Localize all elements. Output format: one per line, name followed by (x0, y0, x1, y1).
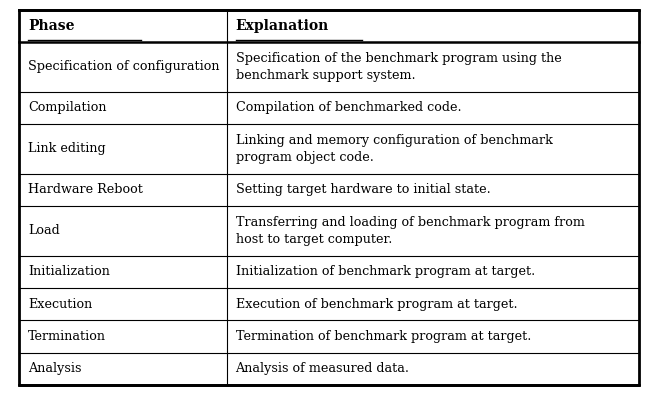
Text: Specification of configuration: Specification of configuration (28, 61, 219, 73)
Text: Specification of the benchmark program using the
benchmark support system.: Specification of the benchmark program u… (236, 52, 561, 82)
Text: Execution: Execution (28, 298, 92, 310)
Text: Initialization of benchmark program at target.: Initialization of benchmark program at t… (236, 265, 535, 278)
Text: Analysis of measured data.: Analysis of measured data. (236, 362, 410, 375)
Text: Compilation of benchmarked code.: Compilation of benchmarked code. (236, 101, 461, 114)
Text: Analysis: Analysis (28, 362, 81, 375)
Text: Link editing: Link editing (28, 142, 106, 155)
Text: Termination of benchmark program at target.: Termination of benchmark program at targ… (236, 330, 531, 343)
Text: Explanation: Explanation (236, 19, 329, 33)
Text: Setting target hardware to initial state.: Setting target hardware to initial state… (236, 183, 490, 196)
Text: Hardware Reboot: Hardware Reboot (28, 183, 143, 196)
Text: Transferring and loading of benchmark program from
host to target computer.: Transferring and loading of benchmark pr… (236, 215, 584, 246)
Text: Load: Load (28, 224, 60, 237)
Text: Execution of benchmark program at target.: Execution of benchmark program at target… (236, 298, 517, 310)
Text: Initialization: Initialization (28, 265, 110, 278)
Text: Compilation: Compilation (28, 101, 106, 114)
Text: Phase: Phase (28, 19, 75, 33)
Text: Linking and memory configuration of benchmark
program object code.: Linking and memory configuration of benc… (236, 134, 552, 164)
Text: Termination: Termination (28, 330, 106, 343)
